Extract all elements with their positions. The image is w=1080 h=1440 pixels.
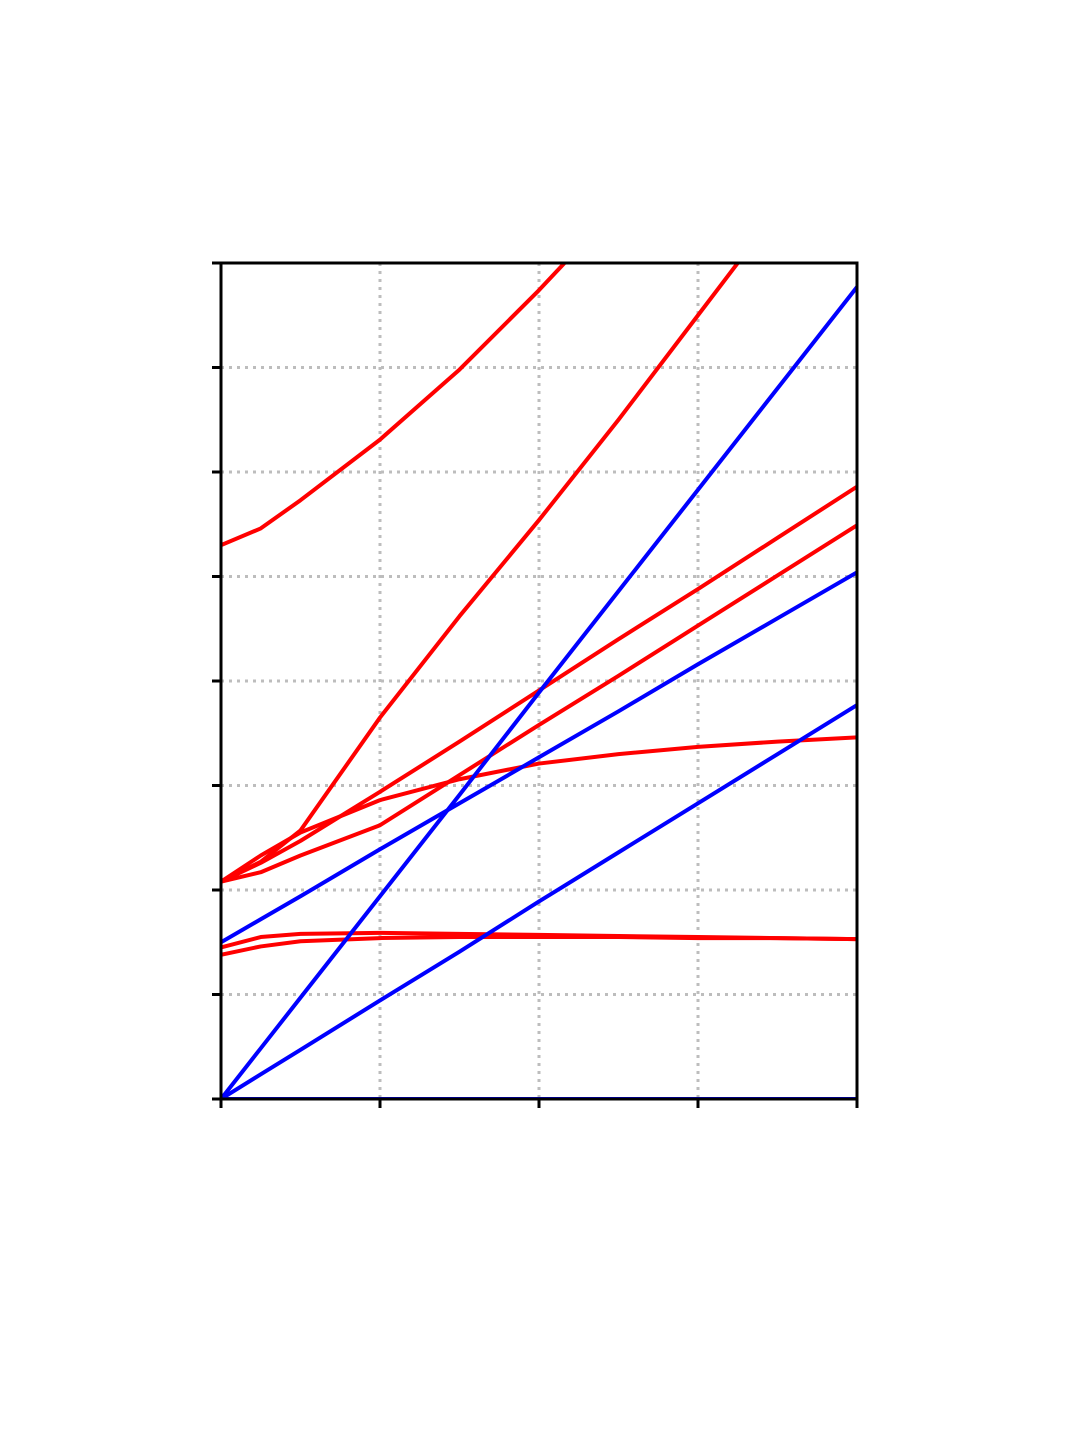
series-line — [221, 285, 857, 1099]
ticks — [212, 261, 859, 1108]
series-line — [221, 935, 857, 957]
series-line — [221, 703, 857, 1099]
series-line — [221, 263, 568, 547]
series-line — [221, 484, 857, 884]
series-line — [221, 523, 857, 884]
grid — [219, 261, 859, 1101]
series-line — [221, 735, 857, 884]
plot-area — [221, 263, 857, 1099]
series-line — [221, 570, 857, 944]
